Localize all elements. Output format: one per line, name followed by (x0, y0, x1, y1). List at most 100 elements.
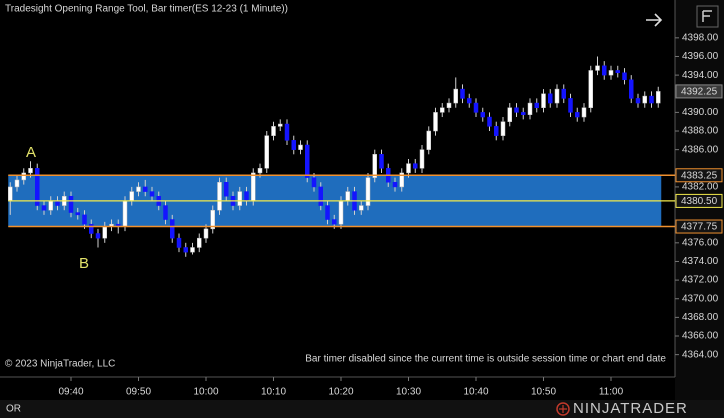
candle-body (406, 163, 411, 174)
candle-body (379, 154, 384, 169)
candle-body (264, 135, 269, 169)
candle-body (359, 205, 364, 211)
candle-body (615, 70, 620, 74)
candle-body (635, 98, 641, 104)
y-tick-label: 4382.00 (682, 182, 719, 193)
candle-body (467, 98, 472, 104)
candle-body (480, 112, 485, 118)
y-tick-label: 4390.00 (682, 107, 719, 118)
candle-body (541, 93, 546, 108)
candle-body (318, 186, 323, 206)
range-mid-label-box (675, 193, 723, 208)
y-tick-label: 4364.00 (682, 349, 719, 360)
candle-body (291, 140, 296, 150)
candle-body (284, 123, 290, 141)
tab-strip (0, 400, 724, 418)
last-price-label: 4392.25 (681, 87, 718, 98)
candle-body (433, 112, 438, 132)
y-tick-label: 4376.00 (682, 237, 719, 248)
candle-body (305, 144, 310, 178)
candle-body (311, 177, 317, 188)
candle-body (251, 172, 256, 202)
candle-body (608, 70, 614, 76)
candle-body (82, 214, 87, 225)
candle-body (176, 237, 182, 248)
candle-body (527, 102, 533, 115)
x-tick-label: 11:00 (599, 387, 624, 398)
candle-body (649, 95, 654, 104)
candle-body (332, 219, 337, 225)
candle-body (602, 65, 607, 76)
candle-body (143, 186, 148, 192)
range-low-label: 4377.75 (681, 222, 718, 233)
y-tick-label: 4370.00 (682, 293, 719, 304)
candle-body (548, 93, 553, 104)
range-low-label-box (675, 219, 723, 234)
x-tick-label: 10:50 (531, 387, 556, 398)
x-tick-label: 09:40 (58, 387, 83, 398)
candle-body (75, 212, 80, 216)
plot-area (8, 56, 675, 257)
candle-body (102, 226, 107, 239)
candle-body (514, 107, 519, 113)
x-tick-label: 10:00 (193, 387, 218, 398)
candle-body (507, 107, 512, 122)
candle-body (183, 247, 188, 253)
annotation: B (79, 255, 89, 272)
candle-body (399, 172, 404, 188)
candle-body (581, 107, 587, 118)
y-tick-label: 4394.00 (682, 70, 719, 81)
arrow-icon[interactable] (646, 13, 663, 27)
candle-body (487, 116, 492, 127)
candle-body (413, 163, 418, 169)
status-message: Bar timer disabled since the current tim… (305, 354, 666, 365)
candle-body (298, 144, 303, 150)
x-tick-label: 10:30 (396, 387, 421, 398)
candle-body (629, 79, 634, 99)
candle-body (48, 200, 53, 211)
candle-body (575, 112, 580, 118)
candle-body (622, 72, 627, 81)
candle-body (568, 98, 573, 113)
candle-body (460, 88, 465, 99)
candle-body (554, 88, 560, 104)
chart-title: Tradesight Opening Range Tool, Bar timer… (5, 4, 288, 15)
y-tick-label: 4398.00 (682, 32, 719, 43)
candle-body (163, 205, 168, 220)
candle-body (588, 70, 593, 108)
brand: NINJATRADER (573, 400, 688, 417)
x-tick-label: 09:50 (126, 387, 151, 398)
candle-body (500, 121, 506, 136)
candle-body (372, 154, 377, 178)
candle-body (595, 65, 600, 71)
x-tick-label: 10:20 (328, 387, 353, 398)
candle-body (89, 223, 94, 234)
candle-body (149, 191, 155, 197)
menu-icon[interactable] (696, 5, 719, 28)
candle-body (170, 219, 175, 239)
candle-body (325, 205, 330, 220)
y-tick-label: 4388.00 (682, 126, 719, 137)
candle-body (561, 88, 566, 99)
candle-body (278, 123, 283, 127)
candle-body (494, 126, 499, 136)
candle-body (473, 102, 479, 113)
candle-body (8, 186, 13, 202)
candle-body (136, 186, 141, 192)
candle-body (210, 209, 215, 230)
candle-body (237, 191, 242, 206)
candle-body (656, 91, 661, 104)
candle-body (122, 200, 128, 227)
candle-body (14, 179, 20, 188)
candle-body (217, 182, 222, 211)
candle-body (55, 200, 60, 206)
candle-body (440, 107, 445, 113)
y-tick-label: 4374.00 (682, 256, 719, 267)
brand-logo (556, 402, 570, 416)
candle-body (244, 191, 249, 202)
candle-body (534, 102, 539, 108)
candle-body (338, 200, 344, 225)
candle-body (257, 168, 263, 174)
candle-body (419, 149, 425, 169)
